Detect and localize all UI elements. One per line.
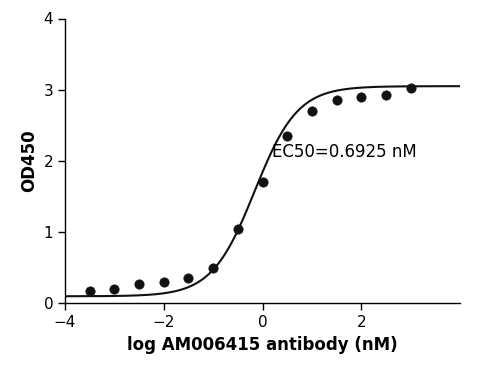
Point bbox=[332, 97, 340, 103]
Point bbox=[308, 108, 316, 114]
Point bbox=[184, 276, 192, 282]
Point bbox=[110, 286, 118, 292]
Y-axis label: OD450: OD450 bbox=[20, 130, 38, 192]
Point bbox=[283, 133, 291, 139]
Point bbox=[160, 279, 168, 285]
Point bbox=[357, 94, 365, 100]
Point bbox=[234, 226, 242, 232]
Point bbox=[382, 92, 390, 98]
Text: EC50=0.6925 nM: EC50=0.6925 nM bbox=[272, 144, 417, 161]
Point bbox=[135, 281, 143, 287]
Point bbox=[406, 85, 414, 91]
X-axis label: log AM006415 antibody (nM): log AM006415 antibody (nM) bbox=[127, 336, 398, 354]
Point bbox=[209, 265, 217, 271]
Point bbox=[86, 287, 94, 293]
Point bbox=[258, 179, 266, 185]
